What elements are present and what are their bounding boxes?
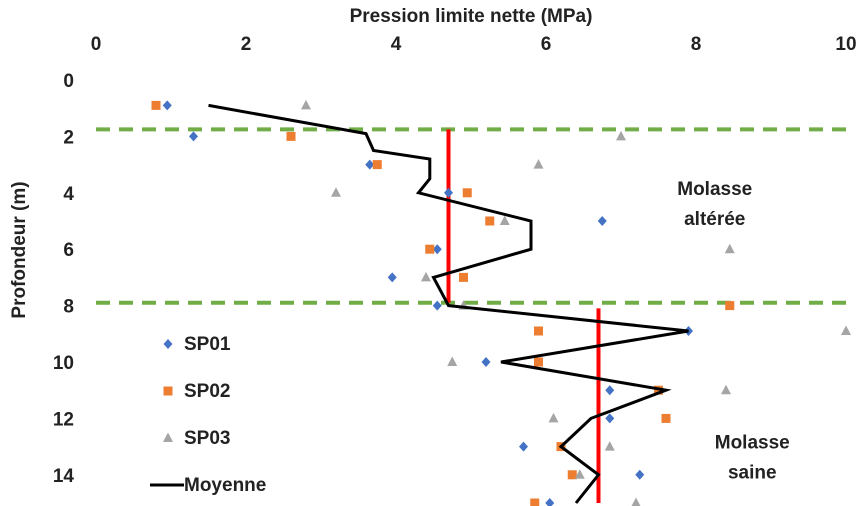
data-point-sp02 [372,160,382,170]
zone-label-line: altérée [684,209,745,230]
x-tick-label: 6 [541,34,552,55]
data-point-sp03 [574,469,585,479]
zone-label-line: Molasse [715,433,790,454]
axes: 0 2 4 6 8 10 0 2 4 6 8 10 12 14 [53,34,857,487]
series-layer [151,99,851,506]
data-point-sp01 [481,357,491,367]
data-point-sp01 [189,131,198,142]
legend-label: SP01 [184,334,231,355]
legend-swatch [163,432,173,442]
data-point-sp03 [841,325,851,335]
data-point-sp03 [721,384,731,395]
zone-label: Molasse altérée [677,179,752,230]
data-point-sp03 [499,215,510,225]
data-point-sp01 [519,441,528,452]
y-tick-label: 8 [63,297,74,318]
data-point-sp03 [421,271,431,282]
data-point-sp02 [286,131,296,141]
data-point-sp01 [387,272,397,283]
zone-label-line: Molasse [677,179,752,200]
data-point-sp01 [597,216,607,226]
legend-label: SP02 [184,381,230,402]
data-point-sp03 [447,356,458,366]
x-tick-label: 2 [241,34,252,55]
data-point-sp03 [301,99,311,110]
data-point-sp01 [605,385,615,396]
zone-label-line: saine [728,463,777,484]
data-point-sp02 [530,498,540,506]
zone-label: Molasse saine [715,433,790,484]
series-line-moyenne [208,103,689,504]
x-tick-label: 4 [391,34,402,55]
legend-swatch [163,339,173,349]
data-point-sp03 [331,187,341,197]
data-point-sp02 [534,326,543,336]
data-point-sp01 [432,300,442,311]
data-point-sp01 [162,100,172,111]
data-point-sp03 [616,130,626,141]
y-tick-label: 4 [63,184,74,205]
y-tick-label: 6 [63,240,74,261]
data-point-sp02 [459,272,468,282]
y-tick-label: 2 [63,127,74,148]
y-axis-title: Profondeur (m) [9,181,30,318]
data-point-sp03 [548,412,559,423]
legend-label: Moyenne [184,475,266,496]
data-point-sp01 [545,498,555,506]
y-tick-label: 12 [53,409,74,430]
data-point-sp03 [533,159,544,169]
data-point-sp02 [725,301,735,311]
y-tick-label: 0 [63,71,74,92]
data-point-sp01 [444,187,453,198]
reference-lines [96,127,846,503]
x-axis-title: Pression limite nette (MPa) [350,6,593,27]
data-point-sp02 [425,244,435,254]
data-point-sp02 [151,100,161,110]
legend-swatch [163,386,173,396]
x-tick-label: 0 [91,34,102,55]
legend-label: SP03 [184,428,230,449]
data-point-sp03 [724,243,735,254]
legend: SP01 SP02 SP03 Moyenne [150,334,266,496]
x-tick-label: 10 [835,34,856,55]
y-tick-label: 14 [53,466,75,487]
data-point-sp03 [631,497,641,506]
data-point-sp02 [462,188,472,198]
annotations: Molasse altérée Molasse saine [677,179,789,484]
data-point-sp02 [534,357,543,367]
y-tick-label: 10 [53,353,74,374]
data-point-sp01 [605,413,615,424]
data-point-sp01 [365,159,375,170]
data-point-sp03 [604,441,615,451]
data-point-sp01 [635,469,645,480]
data-point-sp02 [567,470,577,480]
data-point-sp01 [432,244,442,255]
data-point-sp02 [485,216,495,226]
data-point-sp02 [661,413,671,423]
x-tick-label: 8 [691,34,702,55]
